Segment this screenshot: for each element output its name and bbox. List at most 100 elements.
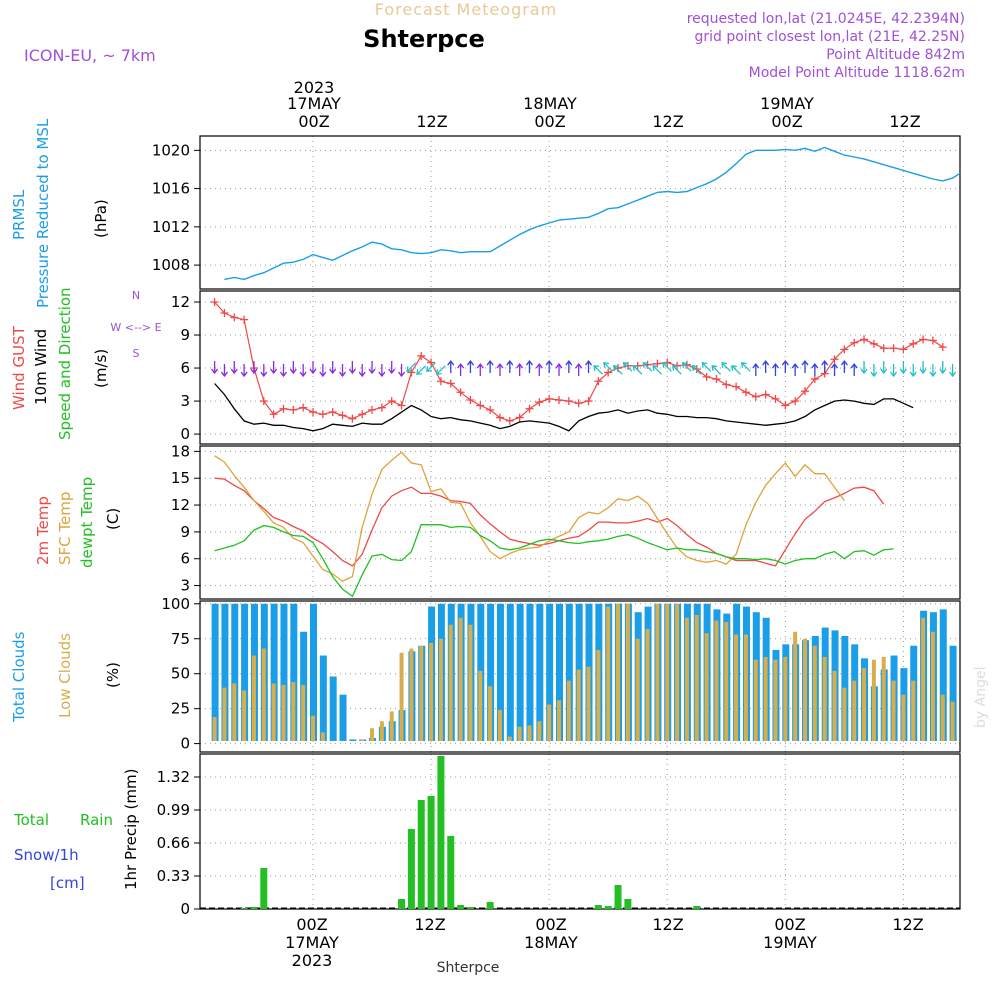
low-cloud-bar [517,726,522,741]
top-12z-3: 12Z [889,112,920,131]
wind-direction-arrow [426,362,436,373]
wind-direction-arrow [909,364,917,378]
wind-direction-arrow [348,361,356,375]
gust-marker [741,388,750,397]
gust-marker [486,405,495,414]
total-cloud-bar [329,676,337,741]
gust-marker [456,388,465,397]
total-cloud-bar [349,739,357,741]
wind-direction-arrow [691,365,702,375]
gust-marker [476,401,485,410]
wind-direction-arrow [939,361,947,375]
temperature-panel: 3 6 9 12 15 18 [171,442,961,600]
gust-marker [604,368,613,377]
bottom-12z-2: 12Z [652,915,683,934]
gust-marker [879,344,888,353]
top-00z-2: 00Z [534,112,565,131]
low-cloud-bar [930,631,935,741]
precip-ytick-label: 0.99 [157,801,190,819]
total-cloud-bar [496,603,504,741]
bottom-date-3: 19MAY [763,933,817,952]
label-wind-gust: Wind GUST [10,325,28,410]
total-cloud-bar [949,645,957,741]
wind-direction-arrow [681,362,692,372]
precip-ytick-label: 1.32 [157,768,190,786]
wind-direction-arrow [662,362,672,372]
wind-direction-arrow [890,364,898,378]
total-cloud-bar [231,603,239,741]
wind-direction-arrow [811,362,819,377]
temperature-ytick-label: 12 [171,496,190,514]
label-snow: Snow/1h [14,846,79,864]
wind-direction-arrow [949,364,957,378]
wind-direction-arrow [791,362,799,377]
low-cloud-bar [271,683,276,741]
low-cloud-bar [694,614,699,741]
gust-marker [791,397,800,406]
pressure-panel: 1008 1012 1016 1020 [152,135,961,290]
wind-direction-arrow [870,364,878,378]
low-cloud-bar [950,701,955,741]
low-cloud-bar [940,694,945,741]
pressure-line [224,146,961,281]
label-precip-mm: 1hr Precip (mm) [122,769,140,890]
total-cloud-bar [526,603,534,741]
low-cloud-bar [655,603,660,741]
wind-direction-arrow [457,362,465,377]
gust-marker [722,380,731,389]
total-cloud-bar [221,603,229,741]
gust-marker [574,399,583,408]
wind-direction-arrow [329,361,337,375]
precip-bar [614,885,622,909]
total-cloud-bar [487,603,495,741]
wind-direction-arrow [721,362,731,372]
total-cloud-bar [565,603,573,741]
low-cloud-bar [871,659,876,741]
label-total: Total [13,811,49,829]
low-cloud-bar [409,648,414,741]
temp-2m-line [214,477,885,567]
wind-ytick-label: 6 [180,359,190,377]
gust-marker [417,351,426,360]
gust-marker [279,404,288,413]
wind-frame [199,290,961,445]
precip-bar [466,907,474,909]
wind-direction-arrow [575,362,583,377]
low-cloud-bar [251,655,256,741]
wind-direction-arrow [771,362,779,377]
compass-we: W <--> E [110,321,161,334]
wind-direction-arrow [711,365,722,375]
wind-direction-arrow [831,362,839,377]
grid-coords: grid point closest lon,lat (21E, 42.25N) [694,29,965,45]
gust-marker [358,410,367,419]
low-cloud-bar [527,725,532,741]
low-cloud-bar [291,682,296,741]
top-time-axis: 2023 17MAY 00Z 12Z 18MAY 00Z 12Z 19MAY 0… [287,78,921,131]
bottom-date-1: 17MAY [285,933,339,952]
gust-marker [781,401,790,410]
gust-marker [466,395,475,404]
gust-marker [919,335,928,344]
bottom-station: Shterpce [437,960,500,976]
gust-marker [259,397,268,406]
gust-marker [938,343,947,352]
wind-direction-arrow [516,362,524,377]
wind-direction-arrow [476,362,484,377]
precip-bar [486,902,494,909]
low-cloud-bar [812,645,817,741]
low-cloud-bar [822,656,827,741]
low-cloud-bar [684,617,689,741]
wind-direction-arrow [781,359,789,374]
wind-direction-arrow [752,362,760,377]
low-cloud-bar [507,736,512,741]
precip-bar [604,906,612,909]
total-cloud-bar [319,655,327,741]
top-00z-3: 00Z [771,112,802,131]
gust-marker [801,387,809,396]
gust-marker [240,315,249,324]
wind-direction-arrow [309,361,317,375]
total-cloud-bar [310,603,317,741]
gust-marker [771,394,780,403]
wind-direction-arrow [486,359,494,374]
wind-direction-arrow [240,364,248,378]
